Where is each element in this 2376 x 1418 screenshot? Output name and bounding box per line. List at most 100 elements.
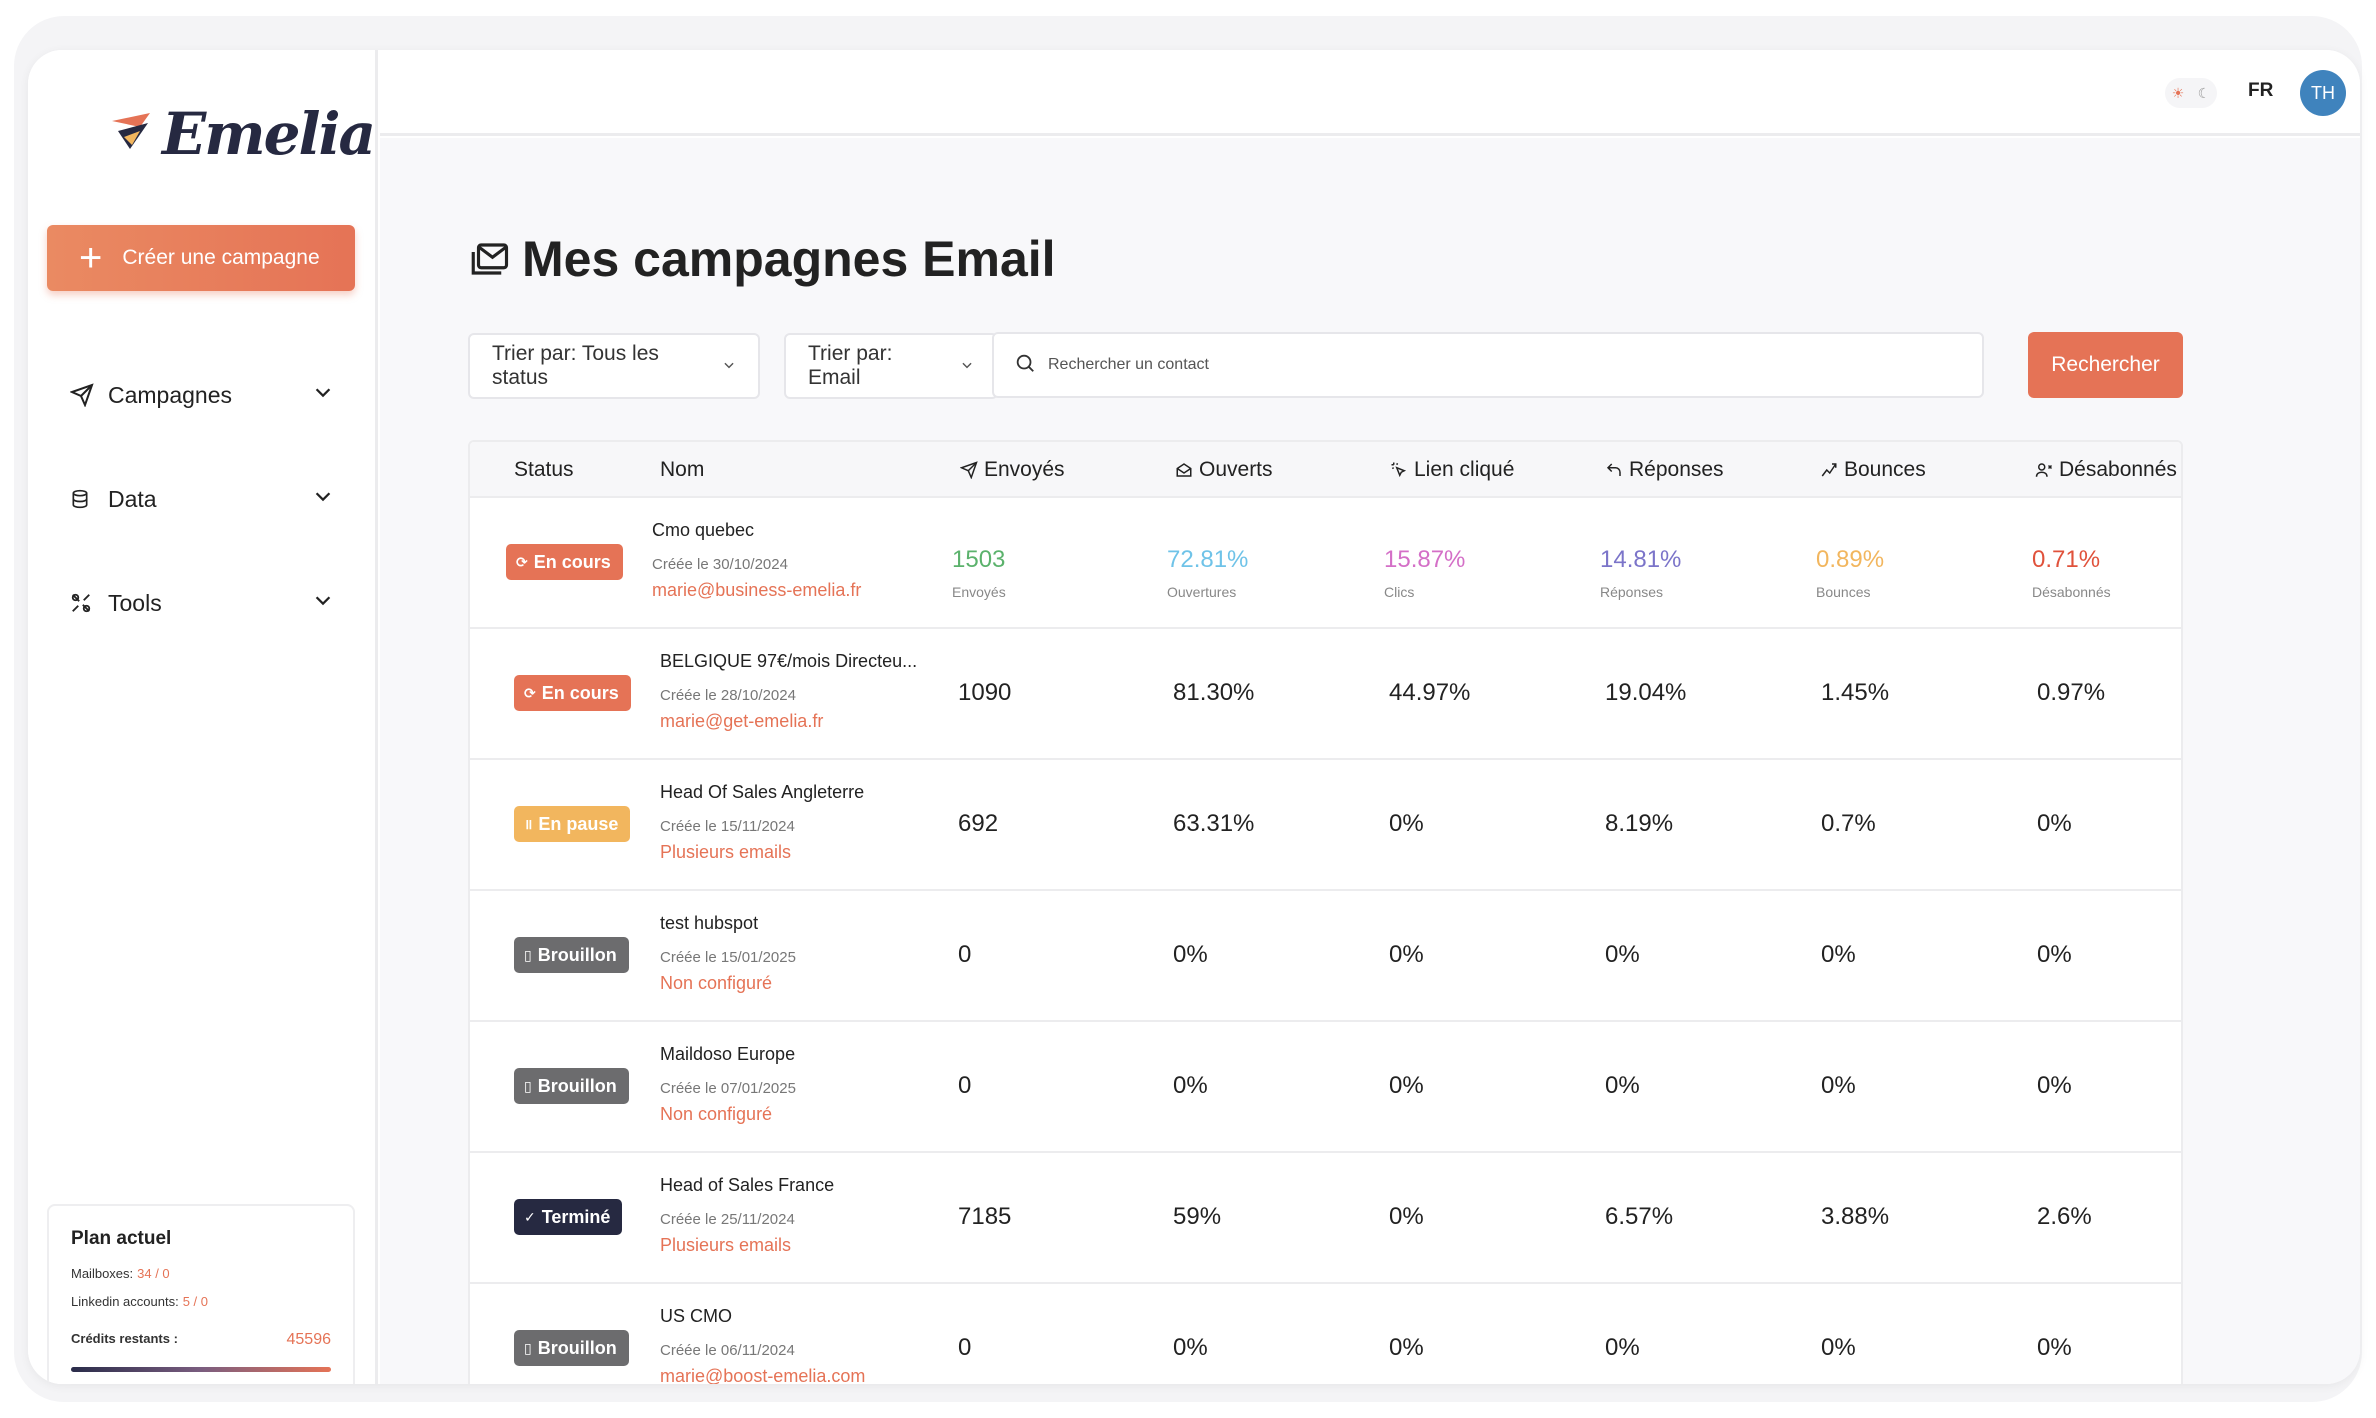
metric-bounces: 0%	[1821, 1072, 1856, 1099]
logo[interactable]: Emelia	[110, 100, 376, 168]
campaign-name[interactable]: Head Of Sales Angleterre	[660, 782, 865, 802]
type-filter-dropdown[interactable]: Trier par: Email	[784, 333, 998, 399]
metric-clicked: 44.97%	[1389, 679, 1471, 706]
metric-bounces: 3.88%	[1821, 1203, 1890, 1230]
app-window: Emelia + Créer une campagne Campagnes Da…	[28, 50, 2360, 1384]
search-box[interactable]	[992, 332, 1984, 398]
refresh-icon: ⟳	[524, 684, 536, 701]
metric-bounces: 0.7%	[1821, 810, 1876, 837]
file-icon: ▯	[524, 1339, 532, 1356]
main-content: Mes campagnes Email Trier par: Tous les …	[380, 138, 2360, 1384]
status-label: En cours	[541, 682, 619, 703]
header-label: Désabonnés	[2059, 458, 2177, 481]
mail-stack-icon	[468, 238, 510, 280]
status-label: En pause	[538, 813, 619, 834]
search-icon	[1014, 352, 1036, 379]
campaign-name[interactable]: Head of Sales France	[660, 1175, 835, 1195]
plus-icon: +	[79, 236, 103, 280]
table-row[interactable]: ⟳ En cours Cmo quebec Créée le 30/10/2024…	[470, 498, 2181, 629]
table-row[interactable]: ✓ Terminé Head of Sales France Créée le 2…	[470, 1153, 2181, 1284]
credits-bar	[71, 1367, 331, 1372]
table-row[interactable]: ॥ En pause Head Of Sales Angleterre Créée…	[470, 760, 2181, 891]
table-row[interactable]: ⟳ En cours BELGIQUE 97€/mois Directeu... …	[470, 629, 2181, 760]
header-label: Bounces	[1844, 458, 1926, 481]
file-icon: ▯	[524, 946, 532, 963]
metric-clicked: 15.87%	[1384, 546, 1466, 573]
campaign-date: Créée le 28/10/2024	[660, 687, 796, 704]
metric-opened: 81.30%	[1173, 679, 1255, 706]
table-row[interactable]: ▯ Brouillon US CMO Créée le 06/11/2024 ma…	[470, 1284, 2181, 1384]
metric-bounces: 0%	[1821, 941, 1856, 968]
campaign-email[interactable]: marie@boost-emelia.com	[660, 1366, 866, 1384]
file-icon: ▯	[524, 1077, 532, 1094]
status-label: Brouillon	[537, 1075, 617, 1096]
table-row[interactable]: ▯ Brouillon test hubspot Créée le 15/01/2…	[470, 891, 2181, 1022]
user-remove-icon	[2035, 461, 2053, 479]
campaign-name[interactable]: Maildoso Europe	[660, 1044, 796, 1064]
status-badge: ✓ Terminé	[514, 1199, 623, 1235]
credits-value: 45596	[286, 1331, 332, 1348]
search-button[interactable]: Rechercher	[2028, 332, 2183, 398]
header-clicked[interactable]: Lien cliqué	[1390, 458, 1514, 482]
metric-opened: 72.81%	[1167, 546, 1249, 573]
status-label: Brouillon	[537, 1337, 617, 1358]
metric-clicked: 0%	[1389, 1072, 1424, 1099]
campaign-date: Créée le 07/01/2025	[660, 1080, 796, 1097]
send-icon	[960, 461, 978, 479]
header-unsubscribed[interactable]: Désabonnés	[2035, 458, 2177, 482]
campaign-email[interactable]: Plusieurs emails	[660, 842, 792, 862]
metric-replies: 6.57%	[1605, 1203, 1674, 1230]
status-badge: ▯ Brouillon	[514, 1330, 629, 1366]
header-status[interactable]: Status	[514, 458, 574, 482]
avatar[interactable]: TH	[2300, 70, 2346, 116]
create-campaign-label: Créer une campagne	[122, 246, 320, 269]
page-title-text: Mes campagnes Email	[522, 231, 1056, 287]
campaign-email[interactable]: marie@business-emelia.fr	[652, 580, 862, 600]
metric-bounces: 1.45%	[1821, 679, 1890, 706]
campaign-email[interactable]: marie@get-emelia.fr	[660, 711, 824, 731]
tools-icon	[70, 592, 100, 614]
header-label: Envoyés	[984, 458, 1065, 481]
table-row[interactable]: ▯ Brouillon Maildoso Europe Créée le 07/0…	[470, 1022, 2181, 1153]
campaign-name[interactable]: Cmo quebec	[652, 520, 755, 540]
metric-bounces: 0.89%	[1816, 546, 1885, 573]
header-replies[interactable]: Réponses	[1605, 458, 1724, 482]
create-campaign-button[interactable]: + Créer une campagne	[47, 225, 355, 291]
refresh-icon: ⟳	[516, 553, 528, 570]
campaign-email[interactable]: Non configuré	[660, 1104, 773, 1124]
open-mail-icon	[1175, 461, 1193, 479]
metric-sent: 1503	[952, 546, 1006, 573]
search-input[interactable]	[1048, 356, 1948, 374]
status-filter-dropdown[interactable]: Trier par: Tous les status	[468, 333, 760, 399]
type-filter-label: Trier par: Email	[808, 342, 893, 389]
campaign-name[interactable]: US CMO	[660, 1306, 732, 1326]
campaign-name[interactable]: test hubspot	[660, 913, 759, 933]
send-icon	[70, 383, 100, 407]
metric-opened: 0%	[1173, 1334, 1208, 1361]
status-label: Terminé	[541, 1206, 611, 1227]
metric-clicked-label: Clics	[1384, 584, 1415, 600]
check-icon: ✓	[524, 1208, 536, 1225]
language-selector[interactable]: FR	[2248, 80, 2274, 101]
header-label: Nom	[660, 458, 705, 481]
sidebar-item-tools[interactable]: Tools	[70, 581, 334, 625]
header-name[interactable]: Nom	[660, 458, 704, 482]
sidebar-item-data[interactable]: Data	[70, 477, 334, 521]
bounce-icon	[1820, 461, 1838, 479]
header-label: Réponses	[1629, 458, 1724, 481]
plan-mailboxes: Mailboxes: 34 / 0	[71, 1266, 331, 1281]
metric-opened: 0%	[1173, 1072, 1208, 1099]
theme-toggle[interactable]: ☀ ☾	[2165, 78, 2217, 108]
metric-clicked: 0%	[1389, 941, 1424, 968]
campaign-email[interactable]: Plusieurs emails	[660, 1235, 792, 1255]
campaign-name[interactable]: BELGIQUE 97€/mois Directeu...	[660, 651, 918, 671]
header-opened[interactable]: Ouverts	[1175, 458, 1273, 482]
metric-clicked: 0%	[1389, 1334, 1424, 1361]
metric-replies-label: Réponses	[1600, 584, 1664, 600]
metric-unsubscribed: 0%	[2037, 941, 2072, 968]
sidebar-item-campagnes[interactable]: Campagnes	[70, 373, 334, 417]
header-bounces[interactable]: Bounces	[1820, 458, 1926, 482]
header-sent[interactable]: Envoyés	[960, 458, 1065, 482]
metric-replies: 8.19%	[1605, 810, 1674, 837]
campaign-email[interactable]: Non configuré	[660, 973, 773, 993]
